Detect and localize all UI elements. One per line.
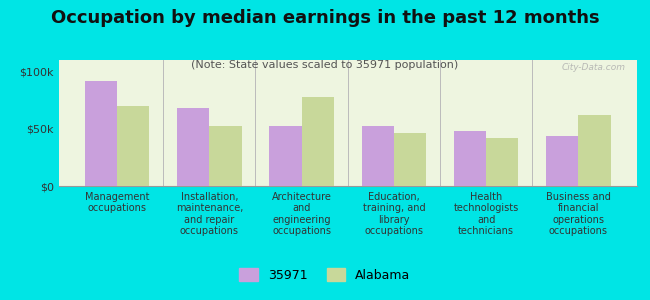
Bar	[177, 108, 209, 186]
Bar	[269, 126, 302, 186]
Legend: 35971, Alabama: 35971, Alabama	[239, 268, 411, 282]
Text: City-Data.com: City-Data.com	[562, 62, 625, 71]
Bar	[84, 81, 117, 186]
Bar	[454, 131, 486, 186]
Bar	[209, 126, 242, 186]
Bar	[578, 115, 611, 186]
Text: Occupation by median earnings in the past 12 months: Occupation by median earnings in the pas…	[51, 9, 599, 27]
Bar	[486, 138, 519, 186]
Bar	[546, 136, 578, 186]
Bar	[394, 133, 426, 186]
Bar	[361, 126, 394, 186]
Text: (Note: State values scaled to 35971 population): (Note: State values scaled to 35971 popu…	[191, 60, 459, 70]
Bar	[302, 97, 334, 186]
Bar	[117, 106, 150, 186]
